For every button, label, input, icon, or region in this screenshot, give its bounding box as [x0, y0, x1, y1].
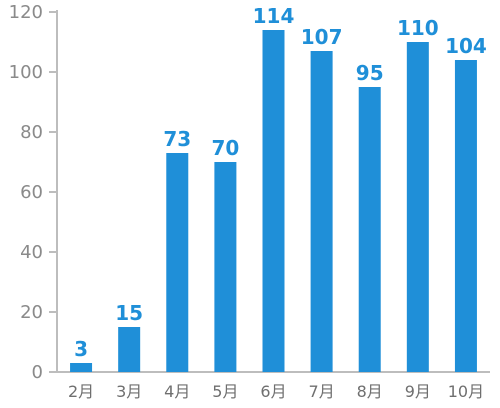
bar [406, 42, 429, 372]
data-label: 110 [397, 16, 439, 40]
y-tick-label: 20 [20, 302, 43, 323]
x-tick-label: 3月 [116, 382, 142, 401]
y-tick-label: 40 [20, 242, 43, 263]
bar [310, 51, 333, 372]
x-tick-label: 4月 [164, 382, 190, 401]
x-tick-label: 6月 [260, 382, 286, 401]
bar [214, 162, 237, 372]
data-label: 114 [253, 4, 295, 28]
x-tick-label: 2月 [68, 382, 94, 401]
y-tick-label: 80 [20, 122, 43, 143]
data-label: 15 [115, 301, 143, 325]
x-tick-label: 9月 [405, 382, 431, 401]
y-tick-label: 0 [32, 362, 43, 383]
bar [358, 87, 381, 372]
data-label: 104 [445, 34, 487, 58]
data-label: 107 [301, 25, 343, 49]
x-tick-label: 7月 [309, 382, 335, 401]
data-label: 73 [163, 127, 191, 151]
y-tick-label: 100 [9, 62, 43, 83]
data-label: 70 [211, 136, 239, 160]
x-tick-label: 5月 [212, 382, 238, 401]
bar [262, 30, 285, 372]
labels-layer: 3 2月 15 3月 73 4月 70 5月 114 6月 107 7月 95 8月 110 9月 104 10月 [68, 4, 487, 401]
bars-layer [70, 30, 477, 372]
x-tick-label: 8月 [357, 382, 383, 401]
bar [70, 363, 93, 372]
y-tick-label: 120 [9, 2, 43, 23]
bar [454, 60, 477, 372]
data-label: 95 [356, 61, 384, 85]
x-tick-label: 10月 [448, 382, 484, 401]
bar [118, 327, 141, 372]
bar [166, 153, 189, 372]
data-label: 3 [74, 337, 88, 361]
y-tick-label: 60 [20, 182, 43, 203]
